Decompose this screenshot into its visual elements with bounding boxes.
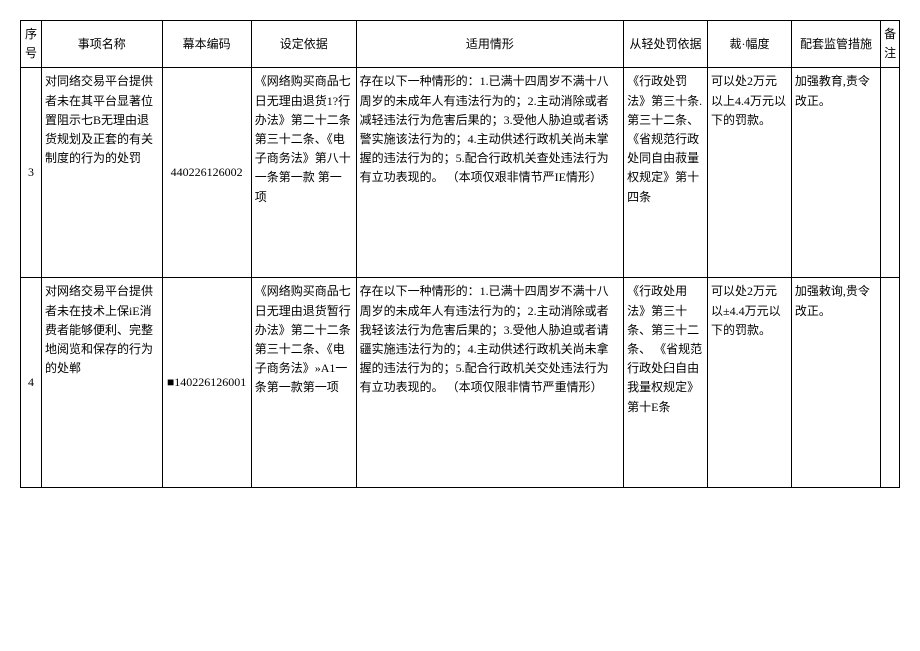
regulation-table: 序号 事项名称 幕本编码 设定依据 适用情形 从轻处罚依据 裁·幅度 配套监管措… [20, 20, 900, 488]
col-header-range: 裁·幅度 [708, 21, 792, 68]
table-header-row: 序号 事项名称 幕本编码 设定依据 适用情形 从轻处罚依据 裁·幅度 配套监管措… [21, 21, 900, 68]
cell-measure: 加强教育,责令改正。 [791, 68, 880, 278]
col-header-seq: 序号 [21, 21, 42, 68]
cell-situ: 存在以下一种情形的：1.已满十四周岁不满十八周岁的未成年人有违法行为的；2.主动… [356, 68, 623, 278]
col-header-measure: 配套监管措施 [791, 21, 880, 68]
cell-basis: 《网络购买商品七日无理由退货1?行办法》第二十二条第三十二条、《电子商务法》第八… [251, 68, 356, 278]
cell-remark [881, 278, 900, 488]
cell-lenient: 《行政处罚法》第三十条.第三十二条、 《省规范行政处同自由菽量权规定》第十四条 [624, 68, 708, 278]
cell-name: 对同络交易平台提供者未在其平台显著位置阻示七B无理由退货规划及正套的有关制度的行… [41, 68, 162, 278]
col-header-name: 事项名称 [41, 21, 162, 68]
cell-lenient: 《行政处用法》第三十条、第三十二条、 《省规范行政处臼自由我量权规定》第十E条 [624, 278, 708, 488]
table-row: 3 对同络交易平台提供者未在其平台显著位置阻示七B无理由退货规划及正套的有关制度… [21, 68, 900, 278]
cell-seq: 3 [21, 68, 42, 278]
col-header-situ: 适用情形 [356, 21, 623, 68]
cell-seq: 4 [21, 278, 42, 488]
cell-range: 可以处2万元以上4.4万元以下的罚款。 [708, 68, 792, 278]
col-header-remark: 备注 [881, 21, 900, 68]
cell-code: 440226126002 [162, 68, 251, 278]
cell-basis: 《网络购买商品七日无理由退货暂行办法》第二十二条第三十二条、《电子商务法》»A1… [251, 278, 356, 488]
cell-code: ■140226126001 [162, 278, 251, 488]
cell-range: 可以处2万元以±4.4万元以下的罚款。 [708, 278, 792, 488]
cell-remark [881, 68, 900, 278]
cell-situ: 存在以下一种情形的：1.已满十四周岁不满十八周岁的未成年人有违法行为的；2.主动… [356, 278, 623, 488]
col-header-basis: 设定依据 [251, 21, 356, 68]
col-header-code: 幕本编码 [162, 21, 251, 68]
table-row: 4 对网络交易平台提供者未在技术上保iE消费者能够便利、完整地阅览和保存的行为的… [21, 278, 900, 488]
col-header-lenient: 从轻处罚依据 [624, 21, 708, 68]
cell-measure: 加强敕询,贵令改正。 [791, 278, 880, 488]
cell-name: 对网络交易平台提供者未在技术上保iE消费者能够便利、完整地阅览和保存的行为的处郸 [41, 278, 162, 488]
